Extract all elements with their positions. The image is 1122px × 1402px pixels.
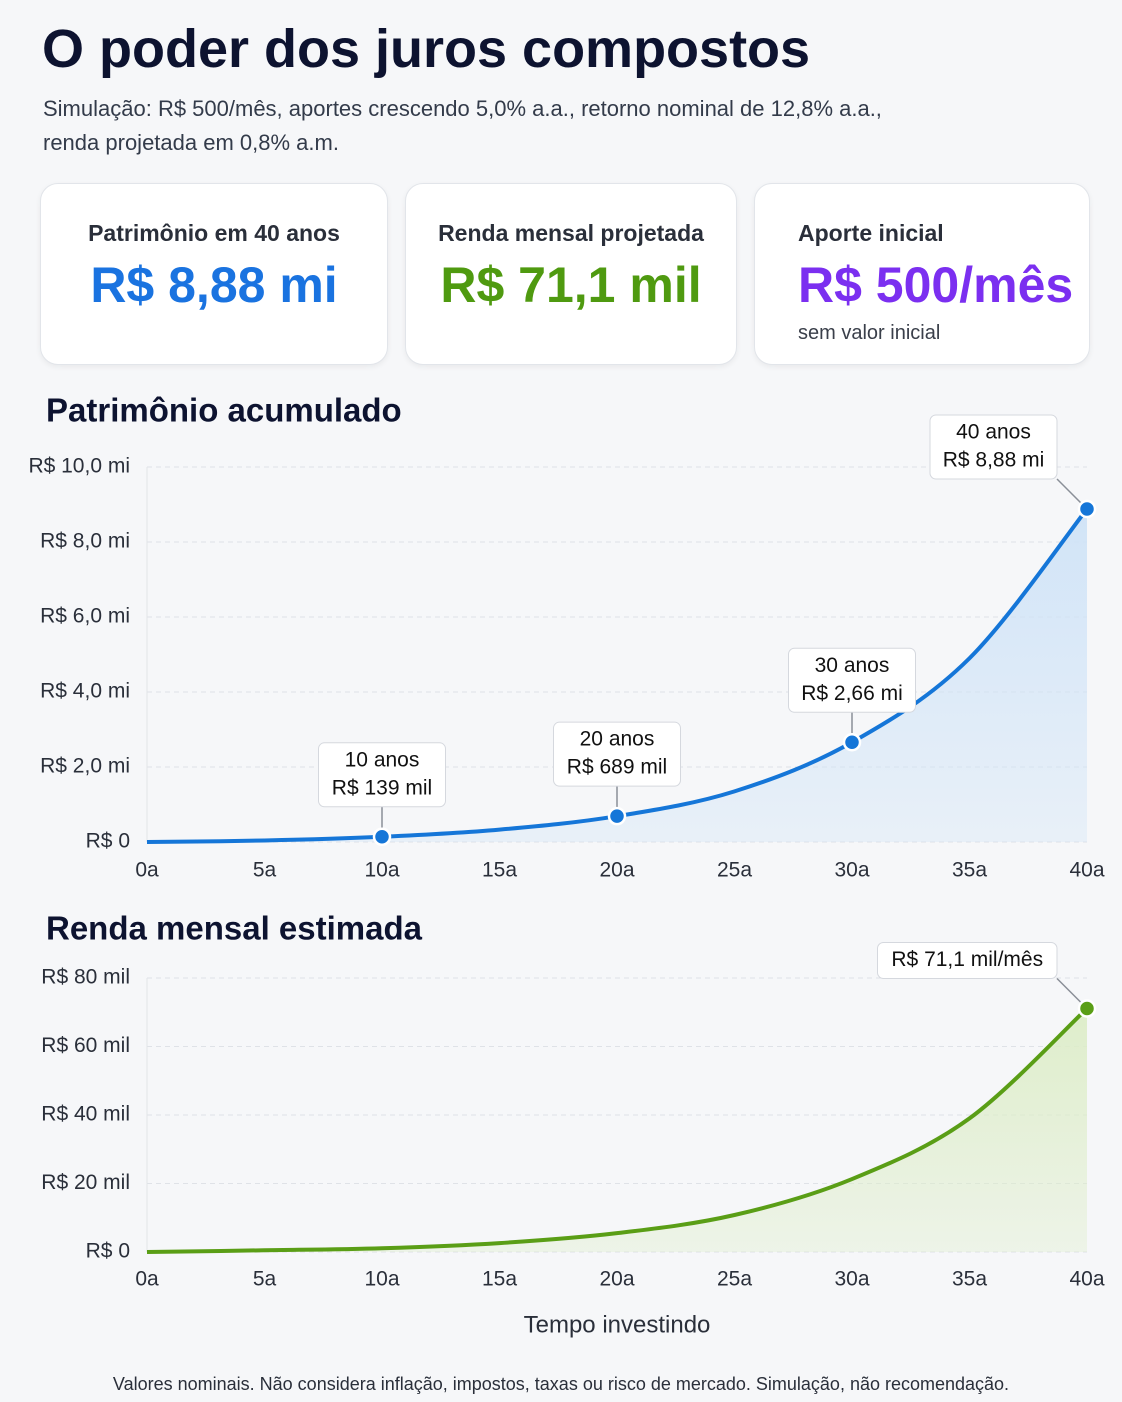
x-tick-label: 15a <box>482 859 517 882</box>
annotation-text: R$ 71,1 mil/mês <box>891 948 1043 971</box>
card-label: Renda mensal projetada <box>438 220 704 246</box>
x-tick-label: 5a <box>253 859 277 882</box>
annotation-text: R$ 689 mil <box>567 756 667 779</box>
stat-card: Renda mensal projetada R$ 71,1 mil <box>405 183 737 365</box>
stat-card: Aporte inicial R$ 500/mês sem valor inicia… <box>754 183 1090 365</box>
annotation-box <box>318 742 446 808</box>
y-tick-label: R$ 2,0 mi <box>40 755 130 778</box>
annotation-text: R$ 8,88 mi <box>943 449 1045 472</box>
card-label: Aporte inicial <box>798 220 944 246</box>
chart-title: Renda mensal estimada <box>46 910 423 947</box>
y-tick-label: R$ 60 mil <box>41 1034 130 1057</box>
annotation-box <box>877 941 1058 979</box>
y-tick-label: R$ 10,0 mi <box>28 455 130 478</box>
card-value: R$ 71,1 mil <box>440 257 702 313</box>
y-tick-label: R$ 0 <box>86 1240 130 1263</box>
point <box>372 827 392 847</box>
card-note: sem valor inicial <box>798 322 941 344</box>
subtitle: renda projetada em 0,8% a.m. <box>43 130 339 155</box>
annotation-box <box>788 647 916 713</box>
footnote: Valores nominais. Não considera inflação… <box>113 1374 1009 1394</box>
chart-title: Patrimônio acumulado <box>46 392 402 429</box>
area <box>147 1008 1087 1252</box>
x-tick-label: 40a <box>1069 1268 1104 1291</box>
annotation-text: 20 anos <box>580 728 655 751</box>
x-tick-label: 10a <box>364 1268 399 1291</box>
title: O poder dos juros compostos <box>42 19 811 79</box>
point <box>1077 999 1097 1018</box>
point <box>607 806 627 826</box>
annotation-text: R$ 139 mil <box>332 776 432 799</box>
annotation-box <box>929 414 1058 480</box>
y-tick-label: R$ 40 mil <box>41 1103 130 1126</box>
y-tick-label: R$ 20 mil <box>41 1171 130 1194</box>
point <box>842 733 862 752</box>
stat-card: Patrimônio em 40 anos R$ 8,88 mi <box>40 183 388 365</box>
card-label: Patrimônio em 40 anos <box>88 220 340 246</box>
x-tick-label: 20a <box>599 859 634 882</box>
x-axis-label: Tempo investindo <box>524 1311 711 1338</box>
line <box>146 507 1089 844</box>
x-tick-label: 30a <box>834 859 869 882</box>
y-tick-label: R$ 8,0 mi <box>40 530 130 553</box>
card-value: R$ 8,88 mi <box>90 257 338 313</box>
x-tick-label: 10a <box>364 859 399 882</box>
y-tick-label: R$ 6,0 mi <box>40 605 130 628</box>
annotation-text: 30 anos <box>815 654 890 677</box>
annotation-text: R$ 2,66 mi <box>801 682 903 705</box>
x-tick-label: 25a <box>717 859 752 882</box>
x-tick-label: 5a <box>253 1268 277 1291</box>
x-tick-label: 0a <box>135 1268 159 1291</box>
x-tick-label: 0a <box>135 859 159 882</box>
y-tick-label: R$ 80 mil <box>41 966 130 989</box>
y-tick-label: R$ 4,0 mi <box>40 680 130 703</box>
subtitle: Simulação: R$ 500/mês, aportes crescendo… <box>43 96 882 121</box>
annotation-box <box>553 721 681 787</box>
annotation-text: 10 anos <box>345 748 420 771</box>
point <box>1077 499 1097 519</box>
x-tick-label: 25a <box>717 1268 752 1291</box>
x-tick-label: 40a <box>1069 859 1104 882</box>
line <box>146 1007 1089 1254</box>
y-tick-label: R$ 0 <box>86 830 130 853</box>
annotation-text: 40 anos <box>956 421 1031 444</box>
x-tick-label: 30a <box>834 1268 869 1291</box>
x-tick-label: 15a <box>482 1268 517 1291</box>
area <box>147 509 1087 842</box>
x-tick-label: 20a <box>599 1268 634 1291</box>
x-tick-label: 35a <box>952 1268 987 1291</box>
card-value: R$ 500/mês <box>798 257 1074 313</box>
x-tick-label: 35a <box>952 859 987 882</box>
